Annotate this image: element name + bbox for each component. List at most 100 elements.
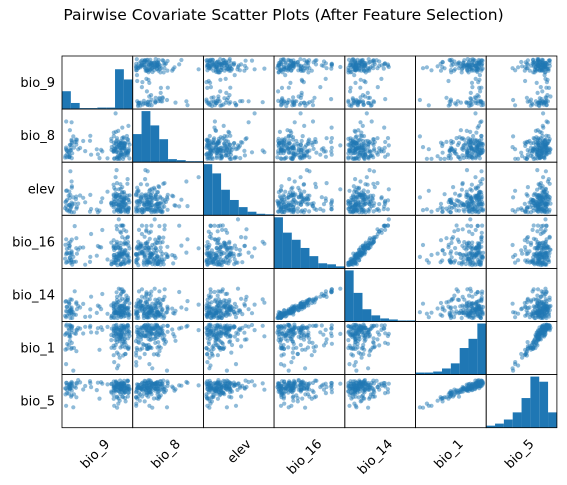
scatter-point: [535, 138, 540, 144]
scatter-point: [149, 103, 154, 108]
scatter-point: [275, 155, 280, 160]
scatter-point: [158, 85, 163, 90]
scatter-point: [143, 177, 148, 182]
scatter-point: [329, 139, 334, 145]
scatter-point: [105, 257, 110, 262]
scatter-point: [196, 67, 201, 72]
scatter-point: [525, 185, 531, 190]
scatter-point: [362, 202, 367, 207]
scatter-point: [213, 237, 218, 242]
matrix-cells: [61, 55, 558, 429]
scatter-point: [478, 120, 483, 125]
hist-bar: [203, 164, 213, 216]
scatter-point: [447, 149, 452, 154]
scatter-point: [242, 63, 247, 68]
scatter-point: [458, 304, 463, 309]
scatter-point: [144, 89, 149, 94]
scatter-point: [454, 223, 459, 228]
scatter-point: [528, 242, 534, 247]
scatter-point: [153, 336, 158, 341]
scatter-point: [447, 258, 452, 263]
scatter-point: [365, 90, 370, 95]
scatter-point: [473, 156, 478, 161]
scatter-point: [155, 308, 160, 313]
scatter-point: [171, 194, 176, 199]
scatter-point: [513, 68, 518, 73]
scatter-point: [541, 246, 546, 251]
scatter-point: [158, 240, 163, 245]
cell-bio_14-bio_16: [273, 267, 346, 322]
scatter-point: [298, 142, 303, 147]
scatter-point: [355, 57, 360, 62]
scatter-point: [525, 148, 530, 153]
scatter-point: [323, 291, 328, 297]
scatter-point: [115, 331, 120, 336]
scatter-point: [276, 136, 281, 141]
scatter-point: [155, 62, 160, 67]
scatter-point: [545, 250, 551, 255]
scatter-point: [94, 147, 99, 152]
scatter-point: [329, 198, 334, 203]
scatter-point: [157, 349, 162, 354]
scatter-point: [252, 67, 257, 72]
scatter-point: [67, 196, 72, 201]
scatter-point: [420, 66, 426, 71]
scatter-point: [119, 261, 124, 266]
scatter-point: [510, 134, 516, 139]
scatter-point: [362, 142, 367, 147]
scatter-point: [354, 262, 359, 267]
scatter-point: [142, 248, 147, 253]
scatter-point: [227, 93, 232, 98]
scatter-point: [510, 254, 516, 259]
scatter-point: [302, 57, 307, 63]
scatter-point: [295, 150, 300, 155]
scatter-point: [459, 262, 464, 267]
scatter-point: [510, 242, 515, 248]
scatter-point: [162, 257, 167, 262]
scatter-point: [153, 95, 158, 100]
scatter-point: [149, 223, 154, 228]
scatter-point: [462, 63, 467, 68]
scatter-point: [234, 155, 239, 160]
scatter-point: [283, 189, 288, 194]
scatter-point: [283, 61, 288, 66]
scatter-point: [296, 147, 301, 152]
scatter-point: [480, 61, 485, 66]
scatter-point: [236, 252, 241, 258]
scatter-point: [338, 187, 343, 192]
scatter-point: [349, 103, 354, 109]
scatter-point: [76, 201, 81, 206]
scatter-point: [231, 145, 236, 150]
scatter-point: [224, 134, 229, 139]
scatter-point: [358, 77, 363, 82]
scatter-point: [252, 246, 257, 251]
scatter-point: [383, 139, 388, 145]
scatter-point: [234, 304, 239, 309]
scatter-point: [81, 301, 86, 306]
scatter-point: [475, 125, 480, 130]
scatter-point: [220, 227, 225, 232]
scatter-point: [67, 153, 72, 158]
scatter-point: [208, 223, 213, 228]
scatter-point: [438, 140, 444, 145]
scatter-point: [359, 207, 364, 213]
scatter-point: [212, 223, 217, 228]
scatter-point: [456, 208, 462, 213]
scatter-point: [371, 203, 376, 208]
scatter-point: [282, 312, 287, 317]
scatter-point: [545, 67, 550, 72]
scatter-point: [286, 133, 291, 138]
scatter-point: [243, 137, 248, 142]
scatter-point: [348, 89, 353, 94]
scatter-point: [429, 252, 434, 258]
scatter-point: [442, 251, 447, 257]
scatter-point: [217, 261, 222, 266]
scatter-point: [475, 69, 480, 75]
scatter-point: [220, 223, 225, 228]
scatter-point: [233, 315, 239, 320]
scatter-point: [478, 142, 483, 147]
scatter-point: [547, 234, 552, 239]
scatter-point: [205, 259, 210, 264]
scatter-point: [118, 246, 123, 251]
